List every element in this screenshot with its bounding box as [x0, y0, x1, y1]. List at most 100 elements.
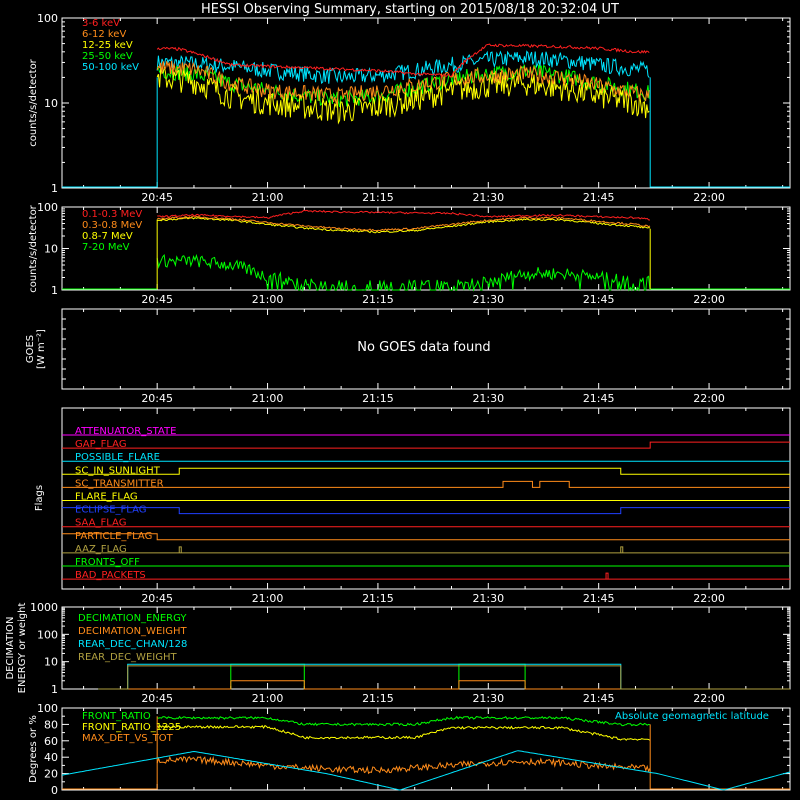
ratio-y-tick-label: 100 [37, 702, 58, 715]
hi-energy-y-tick-label: 10 [44, 243, 58, 256]
x-tick-label: 20:45 [141, 392, 173, 405]
ratio-y-tick-label: 0 [51, 784, 58, 797]
flag-label: FLARE_FLAG [75, 492, 138, 503]
flag-line-gap_flag [62, 441, 790, 449]
x-tick-label: 22:00 [693, 592, 725, 605]
flag-label: SC_TRANSMITTER [75, 478, 164, 489]
decimation-y-tick-label: 100 [37, 628, 58, 641]
flag-line-sc_in_sunlight [62, 467, 790, 475]
decimation-y-tick-label: 1000 [30, 601, 58, 614]
decimation-legend-entry: DECIMATION_ENERGY [78, 613, 187, 624]
x-tick-label: 22:00 [693, 293, 725, 306]
x-tick-label: 21:30 [472, 592, 504, 605]
x-tick-label: 22:00 [693, 191, 725, 204]
decimation-ylabel-2: ENERGY or weight [17, 603, 28, 694]
decimation-legend-entry: DECIMATION_WEIGHT [78, 626, 187, 637]
x-tick-label: 21:15 [362, 191, 394, 204]
x-tick-label: 21:00 [252, 692, 284, 705]
ratio-y-tick-label: 60 [44, 735, 58, 748]
ratio-legend-entry: FRONT_RATIO [82, 711, 151, 722]
flag-line-bad_packets [62, 572, 790, 580]
hi-energy-y-tick-label: 100 [37, 201, 58, 214]
flag-label: ECLIPSE_FLAG [75, 505, 146, 516]
hi-energy-legend-entry: 0.1-0.3 MeV [82, 209, 142, 220]
x-tick-label: 21:15 [362, 392, 394, 405]
flag-line-aaz_flag [62, 546, 790, 554]
flag-line-eclipse_flag [62, 507, 790, 515]
ratio-legend-entry: FRONT_RATIO_1225 [82, 722, 181, 733]
ratio-edge [62, 716, 158, 790]
ratio-y-tick-label: 40 [44, 751, 58, 764]
lo-energy-y-tick-label: 10 [44, 97, 58, 110]
goes-no-data-message: No GOES data found [357, 340, 490, 355]
panel-frames [61, 17, 791, 791]
goes-ylabel-units: [W m⁻²] [36, 329, 47, 369]
x-tick-label: 21:00 [252, 191, 284, 204]
x-tick-label: 21:30 [472, 392, 504, 405]
x-tick-label: 21:45 [583, 392, 615, 405]
ratio-series-0 [157, 715, 651, 727]
x-tick-label: 21:00 [252, 592, 284, 605]
lo-energy-series-2 [156, 66, 650, 125]
x-tick-label: 21:30 [472, 293, 504, 306]
ratio-edge [649, 724, 790, 790]
x-tick-label: 22:00 [693, 392, 725, 405]
lo-energy-y-tick-label: 100 [37, 12, 58, 25]
x-tick-label: 20:45 [141, 191, 173, 204]
decimation-series-1 [98, 680, 790, 690]
hi-energy-series-1 [156, 215, 651, 232]
flag-label: SC_IN_SUNLIGHT [75, 465, 161, 476]
flag-label: BAD_PACKETS [75, 570, 146, 581]
ratio-series-2 [156, 755, 651, 775]
hi-energy-y-tick-label: 1 [51, 284, 58, 297]
x-tick-label: 21:30 [472, 191, 504, 204]
panel-frame-flags [61, 407, 791, 590]
ratio-ylabel: Degrees or % [28, 715, 39, 783]
hi-energy-legend-entry: 0.8-7 MeV [82, 231, 133, 242]
decimation-ylabel: DECIMATION [5, 616, 16, 679]
goes-ylabel: GOES [25, 335, 36, 363]
x-tick-label: 21:45 [583, 692, 615, 705]
flag-label: ATTENUATOR_STATE [75, 426, 176, 437]
x-tick-label: 21:45 [583, 592, 615, 605]
decimation-y-tick-label: 10 [44, 656, 58, 669]
x-tick-label: 21:45 [583, 191, 615, 204]
flags-ylabel: Flags [34, 485, 45, 511]
lo-energy-series-1 [156, 60, 650, 106]
x-tick-label: 20:45 [141, 592, 173, 605]
x-tick-label: 21:00 [252, 293, 284, 306]
x-tick-label: 21:30 [472, 692, 504, 705]
hi-energy-legend-entry: 7-20 MeV [82, 242, 130, 253]
flag-label: GAP_FLAG [75, 439, 127, 450]
lo-energy-series-4 [156, 50, 650, 85]
flag-label: AAZ_FLAG [75, 544, 127, 555]
decimation-legend-entry: REAR_DEC_WEIGHT [78, 652, 177, 663]
lo-energy-legend-entry: 12-25 keV [82, 40, 133, 51]
flag-label: SAA_FLAG [75, 518, 126, 529]
decimation-y-tick-label: 1 [51, 683, 58, 696]
x-tick-label: 21:45 [583, 293, 615, 306]
label-layer: 20:45 21:00 21:15 21:30 21:45 22:00 20:45 21:00… [5, 12, 769, 797]
flag-label: POSSIBLE_FLARE [75, 452, 160, 463]
hi-energy-legend-entry: 0.3-0.8 MeV [82, 220, 142, 231]
lo-energy-baseline [649, 77, 790, 188]
ratio-series-1 [156, 724, 651, 741]
x-tick-label: 21:15 [362, 293, 394, 306]
decimation-series-3 [98, 665, 790, 690]
x-tick-label: 21:15 [362, 592, 394, 605]
x-tick-label: 20:45 [141, 692, 173, 705]
hi-energy-ylabel: counts/s/detector [28, 204, 39, 292]
ratio-y-tick-label: 20 [44, 768, 58, 781]
lo-energy-legend-entry: 50-100 keV [82, 62, 139, 73]
lo-energy-baseline [62, 77, 158, 188]
chart-title: HESSI Observing Summary, starting on 201… [201, 2, 619, 17]
flag-line-sc_transmitter [62, 480, 790, 488]
data-layer [61, 43, 791, 791]
hi-energy-series-2 [157, 216, 651, 234]
ratio-right-label: Absolute geomagnetic latitude [615, 711, 769, 722]
lo-energy-legend-entry: 25-50 keV [82, 51, 133, 62]
x-tick-label: 20:45 [141, 293, 173, 306]
hi-energy-series-3 [156, 253, 651, 292]
